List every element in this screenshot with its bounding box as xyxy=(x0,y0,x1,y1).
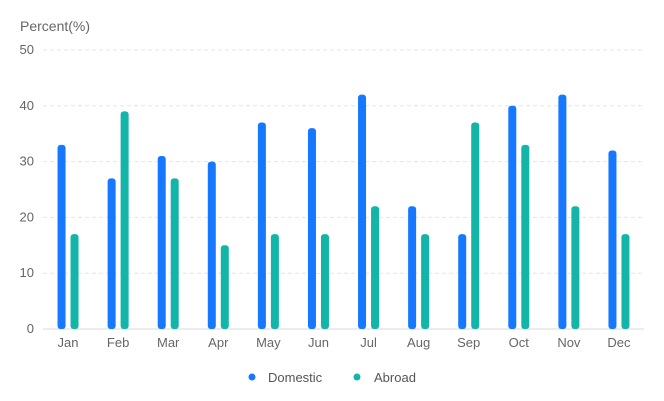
bar-domestic-may[interactable] xyxy=(257,122,266,329)
bar-abroad-may[interactable] xyxy=(270,234,279,329)
x-tick-label: Feb xyxy=(107,335,129,350)
y-tick-label: 50 xyxy=(20,42,34,57)
bar-abroad-apr[interactable] xyxy=(220,245,229,329)
x-axis-ticks: Jan Feb Mar Apr May Jun Jul Aug Sep Oct Nov Dec xyxy=(58,335,631,350)
y-axis-title: Percent(%) xyxy=(20,18,90,34)
x-tick-label: May xyxy=(256,335,281,350)
legend-marker xyxy=(248,373,256,381)
bar-domestic-nov[interactable] xyxy=(558,94,567,329)
legend[interactable]: Domestic Abroad xyxy=(248,370,416,385)
bar-domestic-feb[interactable] xyxy=(107,178,116,329)
x-tick-label: Oct xyxy=(509,335,530,350)
bar-abroad-feb[interactable] xyxy=(120,111,129,329)
x-tick-label: Apr xyxy=(208,335,229,350)
x-tick-label: Mar xyxy=(157,335,180,350)
bar-domestic-aug[interactable] xyxy=(408,206,417,329)
bar-abroad-sep[interactable] xyxy=(471,122,480,329)
bar-abroad-mar[interactable] xyxy=(170,178,179,329)
bar-abroad-oct[interactable] xyxy=(521,144,530,329)
y-tick-label: 10 xyxy=(20,265,34,280)
legend-label: Domestic xyxy=(268,370,323,385)
bar-domestic-jun[interactable] xyxy=(307,128,316,329)
bar-abroad-nov[interactable] xyxy=(571,206,580,329)
bar-domestic-dec[interactable] xyxy=(608,150,617,329)
bar-abroad-dec[interactable] xyxy=(621,234,630,329)
x-tick-label: Aug xyxy=(407,335,430,350)
y-axis-ticks: 0 10 20 30 40 50 xyxy=(20,42,34,336)
bars xyxy=(57,94,630,329)
y-tick-label: 20 xyxy=(20,209,34,224)
series-domestic xyxy=(57,94,617,329)
bar-domestic-oct[interactable] xyxy=(508,105,517,329)
x-tick-label: Jan xyxy=(58,335,79,350)
legend-item-abroad[interactable]: Abroad xyxy=(353,370,416,385)
x-tick-label: Nov xyxy=(557,335,581,350)
bar-domestic-jul[interactable] xyxy=(358,94,367,329)
x-tick-label: Jun xyxy=(308,335,329,350)
series-abroad xyxy=(70,111,630,329)
x-tick-label: Dec xyxy=(607,335,631,350)
y-tick-label: 40 xyxy=(20,98,34,113)
bar-domestic-apr[interactable] xyxy=(207,161,216,329)
gridlines xyxy=(43,49,644,330)
legend-item-domestic[interactable]: Domestic xyxy=(248,370,323,385)
bar-abroad-jul[interactable] xyxy=(371,206,380,329)
bar-abroad-jun[interactable] xyxy=(320,234,329,329)
legend-label: Abroad xyxy=(374,370,416,385)
y-tick-label: 0 xyxy=(27,321,34,336)
bar-domestic-mar[interactable] xyxy=(157,156,166,329)
legend-marker xyxy=(353,373,361,381)
bar-domestic-jan[interactable] xyxy=(57,144,66,329)
x-tick-label: Sep xyxy=(457,335,480,350)
bar-domestic-sep[interactable] xyxy=(458,234,467,329)
y-tick-label: 30 xyxy=(20,154,34,169)
bar-abroad-jan[interactable] xyxy=(70,234,79,329)
bar-abroad-aug[interactable] xyxy=(421,234,430,329)
x-tick-label: Jul xyxy=(360,335,377,350)
